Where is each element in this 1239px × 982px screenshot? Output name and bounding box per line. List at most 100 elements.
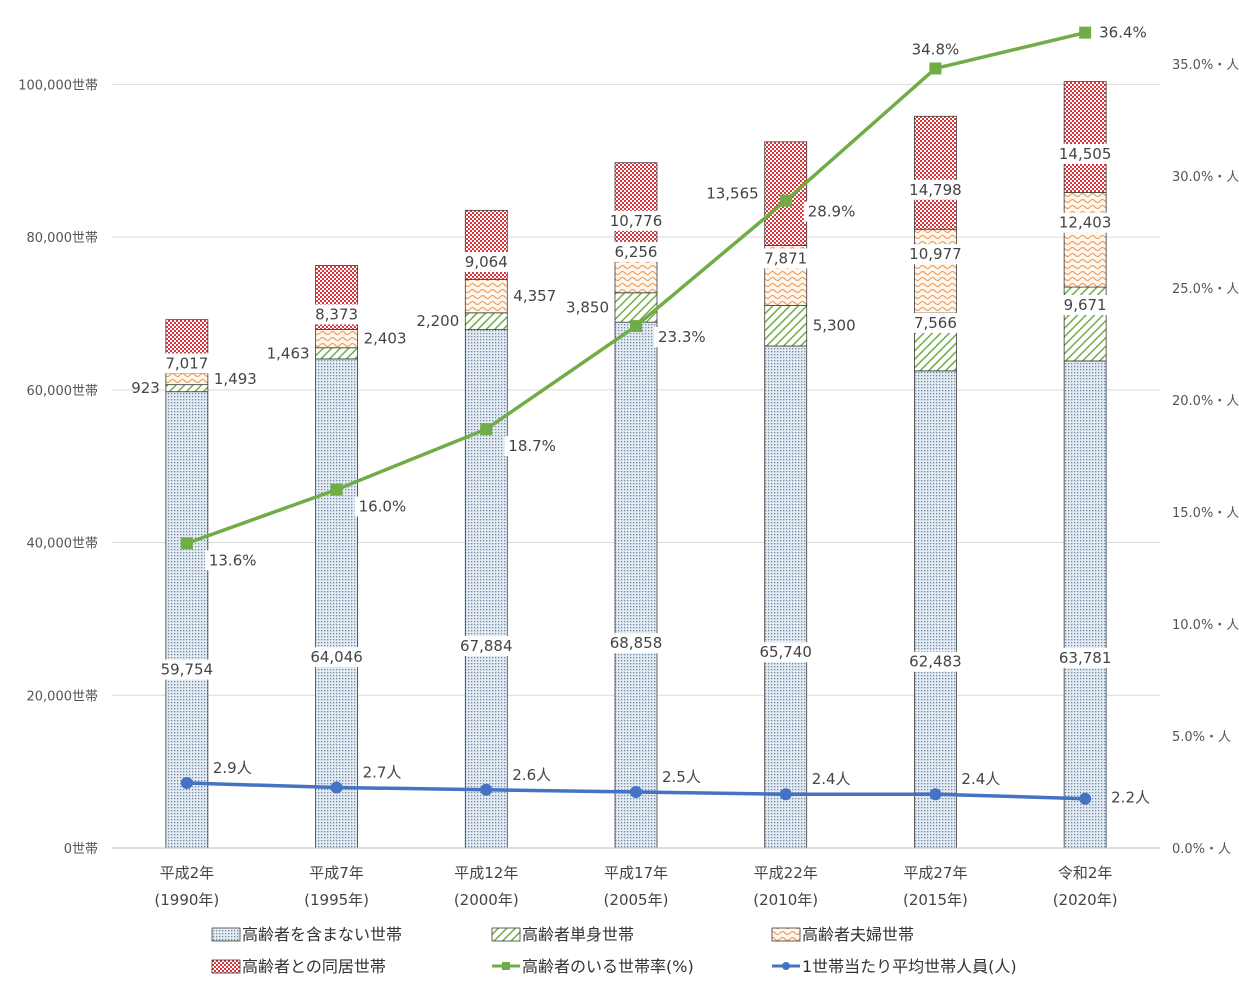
bar-data-labels: 59,754 923 1,493 7,017 64,046 1,463 2,403 8,373… (131, 143, 1116, 680)
line-label-background (354, 496, 406, 517)
line-point-circle (480, 783, 493, 796)
line-point-square (480, 423, 493, 436)
line-point-circle (630, 786, 642, 798)
legend-label: 1世帯当たり平均世帯人員(人) (802, 957, 1017, 976)
line-data-label: 2.5人 (662, 768, 701, 786)
bar-segment-dots (464, 329, 508, 849)
bar-segment-diagonal (315, 347, 358, 360)
legend-swatch-dots (211, 927, 241, 942)
data-label-background (1059, 295, 1111, 316)
data-label-background (1055, 212, 1116, 233)
bar-data-label: 923 (131, 379, 160, 397)
bar-segment-checker (1063, 81, 1107, 193)
bar-segment-dots (1063, 360, 1107, 849)
left-axis: 0世帯 20,000世帯 40,000世帯 60,000世帯 80,000世帯 100,0… (18, 78, 98, 857)
bar-segment-dots (315, 358, 358, 849)
line-label-background (204, 550, 256, 571)
bar-data-label: 13,565 (706, 185, 759, 203)
legend-swatch-checker (211, 959, 241, 974)
line-data-label: 34.8% (912, 40, 960, 58)
bar-data-label: 63,781 (1059, 649, 1112, 667)
legend-label: 高齢者単身世帯 (522, 925, 634, 944)
data-label-background (909, 312, 961, 333)
x-tick-label-year: (2010年) (753, 891, 818, 909)
bar-data-label: 10,776 (610, 212, 663, 230)
line-point-circle (330, 781, 343, 794)
line-data-label: 28.9% (808, 203, 856, 221)
line-data-label: 16.0% (359, 498, 407, 516)
line-point-square (1079, 26, 1092, 39)
legend-label: 高齢者のいる世帯率(%) (522, 957, 694, 976)
data-label-background (905, 179, 966, 200)
left-axis-tick-label: 0世帯 (64, 842, 98, 857)
right-axis-tick-label: 35.0%・人 (1172, 58, 1239, 73)
bar-segment-wave (464, 279, 508, 314)
line-point-square (330, 483, 343, 496)
line-point-square (779, 194, 792, 207)
bar-segment-wave (1063, 191, 1107, 288)
line-label-background (658, 767, 700, 787)
bar-data-label: 2,403 (364, 330, 407, 348)
left-axis-tick-label: 100,000世帯 (18, 78, 98, 93)
bar-data-label: 64,046 (310, 648, 363, 666)
legend-label: 高齢者との同居世帯 (242, 957, 386, 976)
line-label-background (807, 769, 850, 790)
data-label-background (311, 304, 363, 325)
line-label-background (1107, 787, 1150, 808)
bar-data-label: 4,357 (513, 287, 556, 305)
left-axis-tick-label: 60,000世帯 (27, 384, 99, 399)
x-tick-label-era: 平成7年 (309, 864, 364, 882)
line-data-label: 23.3% (658, 328, 706, 346)
data-label-background (306, 647, 367, 668)
bar-data-label: 65,740 (759, 643, 812, 661)
line-data-label: 18.7% (508, 437, 556, 455)
data-label-background (905, 651, 966, 672)
bar-segment-checker (614, 162, 658, 246)
bar-segment-wave (165, 372, 209, 386)
line-point-square (180, 537, 193, 550)
bar-segment-diagonal (165, 384, 209, 393)
right-axis-tick-label: 15.0%・人 (1172, 506, 1239, 521)
line-point-circle (180, 777, 193, 790)
bar-data-label: 67,884 (460, 637, 513, 655)
bar-data-label: 3,850 (566, 298, 609, 316)
data-label-background (1055, 647, 1116, 668)
data-label-background (456, 636, 517, 657)
right-axis-tick-label: 5.0%・人 (1172, 730, 1231, 745)
bar-segment-dots (914, 370, 957, 849)
data-label-background (610, 241, 662, 262)
data-label-background (606, 633, 666, 654)
data-label-background (156, 659, 217, 680)
line-data-label: 13.6% (209, 551, 257, 569)
line-point-circle (779, 788, 792, 801)
x-tick-label-year: (1995年) (304, 891, 369, 909)
line-data-label: 2.2人 (1111, 789, 1150, 807)
bar-data-label: 9,671 (1064, 296, 1107, 314)
line-data-label: 36.4% (1099, 24, 1147, 42)
x-tick-label-era: 平成22年 (754, 864, 818, 882)
x-tick-label-era: 平成2年 (160, 864, 215, 882)
bar-data-label: 8,373 (315, 305, 358, 323)
line-point-circle (929, 788, 942, 801)
x-axis: 平成2年 (1990年) 平成7年 (1995年) 平成12年 (2000年) 平成17年 (… (112, 847, 1160, 909)
line-label-background (504, 436, 555, 457)
right-axis-tick-label: 10.0%・人 (1172, 618, 1239, 633)
x-tick-label-era: 令和2年 (1058, 864, 1113, 882)
x-tick-label-era: 平成17年 (604, 864, 668, 882)
bar-data-label: 1,463 (267, 344, 310, 362)
bar-data-label: 9,064 (465, 253, 508, 271)
bar-data-label: 14,798 (909, 181, 962, 199)
bar-segment-diagonal (614, 292, 658, 323)
line-point-circle (1079, 792, 1092, 805)
x-tick-label-era: 平成27年 (903, 864, 967, 882)
bar-segment-dots (614, 321, 658, 849)
data-label-background (606, 210, 666, 231)
bar-data-label: 7,017 (165, 354, 208, 372)
line-data-labels: 13.6% 16.0% 18.7% 23.3% 28.9% 34.8% 36.4% 2.9人 2… (204, 22, 1150, 808)
line-label-background (1095, 22, 1146, 43)
right-axis-tick-label: 20.0%・人 (1172, 394, 1239, 409)
left-axis-tick-label: 20,000世帯 (27, 689, 99, 704)
x-tick-label-year: (2000年) (454, 891, 519, 909)
